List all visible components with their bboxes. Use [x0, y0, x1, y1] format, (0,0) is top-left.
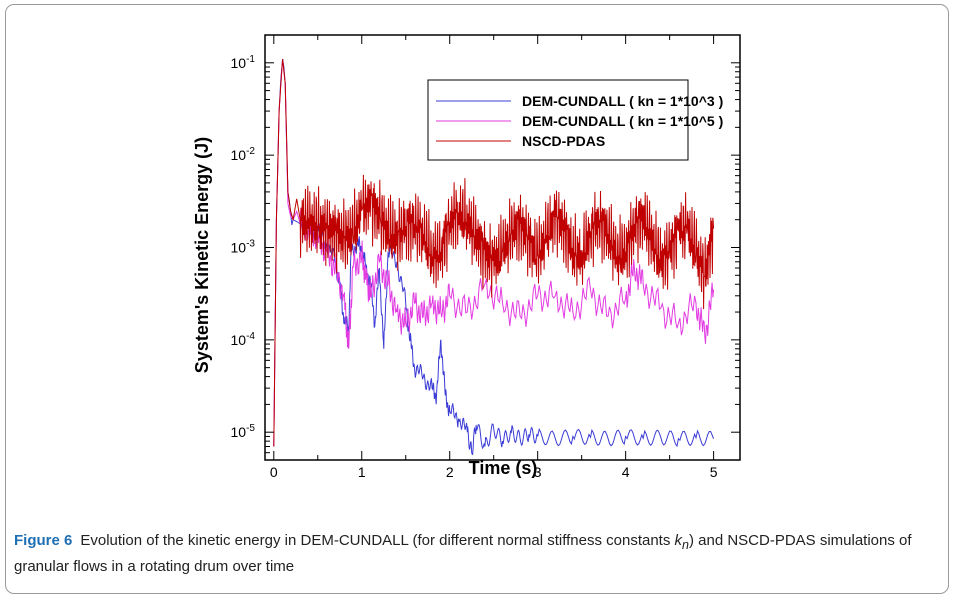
caption-symbol-k: k	[674, 532, 683, 549]
x-tick-label: 4	[622, 464, 630, 480]
y-tick-label: 10-2	[231, 146, 256, 163]
caption-text-end: ) and NSCD-PDAS simulations of granular …	[14, 532, 912, 575]
kinetic-energy-chart: 0 1 2 3 4 5 10-5 10-4 10-3 10-2 10-1 Time (s) Syst…	[192, 34, 741, 480]
series-line-1	[273, 58, 715, 456]
x-tick-label: 1	[358, 464, 366, 480]
axes-layer: 0 1 2 3 4 5 10-5 10-4 10-3 10-2 10-1	[231, 34, 741, 480]
y-tick-label: 10-4	[231, 331, 256, 348]
y-axis-title: System's Kinetic Energy (J)	[192, 137, 212, 373]
figure-label: Figure 6	[14, 532, 73, 549]
series-line-3	[273, 58, 715, 447]
series-line-2	[273, 58, 715, 447]
caption-text-start: Evolution of the kinetic energy in DEM-C…	[80, 532, 675, 549]
figure-caption: Figure 6 Evolution of the kinetic energy …	[14, 530, 934, 578]
legend-box	[427, 79, 689, 161]
plot-layer	[273, 58, 715, 456]
legend-label-dem-1e3: DEM-CUNDALL ( kn = 1*10^3 )	[522, 93, 723, 109]
legend-label-dem-1e5: DEM-CUNDALL ( kn = 1*10^5 )	[522, 113, 723, 129]
x-tick-label: 3	[534, 464, 542, 480]
y-tick-label: 10-5	[231, 423, 256, 440]
y-tick-label: 10-1	[231, 54, 256, 71]
x-tick-label: 5	[710, 464, 718, 480]
legend: DEM-CUNDALL ( kn = 1*10^3 ) DEM-CUNDALL …	[427, 79, 723, 161]
x-tick-label: 2	[446, 464, 454, 480]
caption-symbol-n: n	[682, 538, 689, 552]
x-tick-label: 0	[270, 464, 278, 480]
legend-label-nscd: NSCD-PDAS	[522, 133, 605, 149]
y-tick-label: 10-3	[231, 239, 256, 256]
x-axis-title: Time (s)	[469, 458, 538, 478]
